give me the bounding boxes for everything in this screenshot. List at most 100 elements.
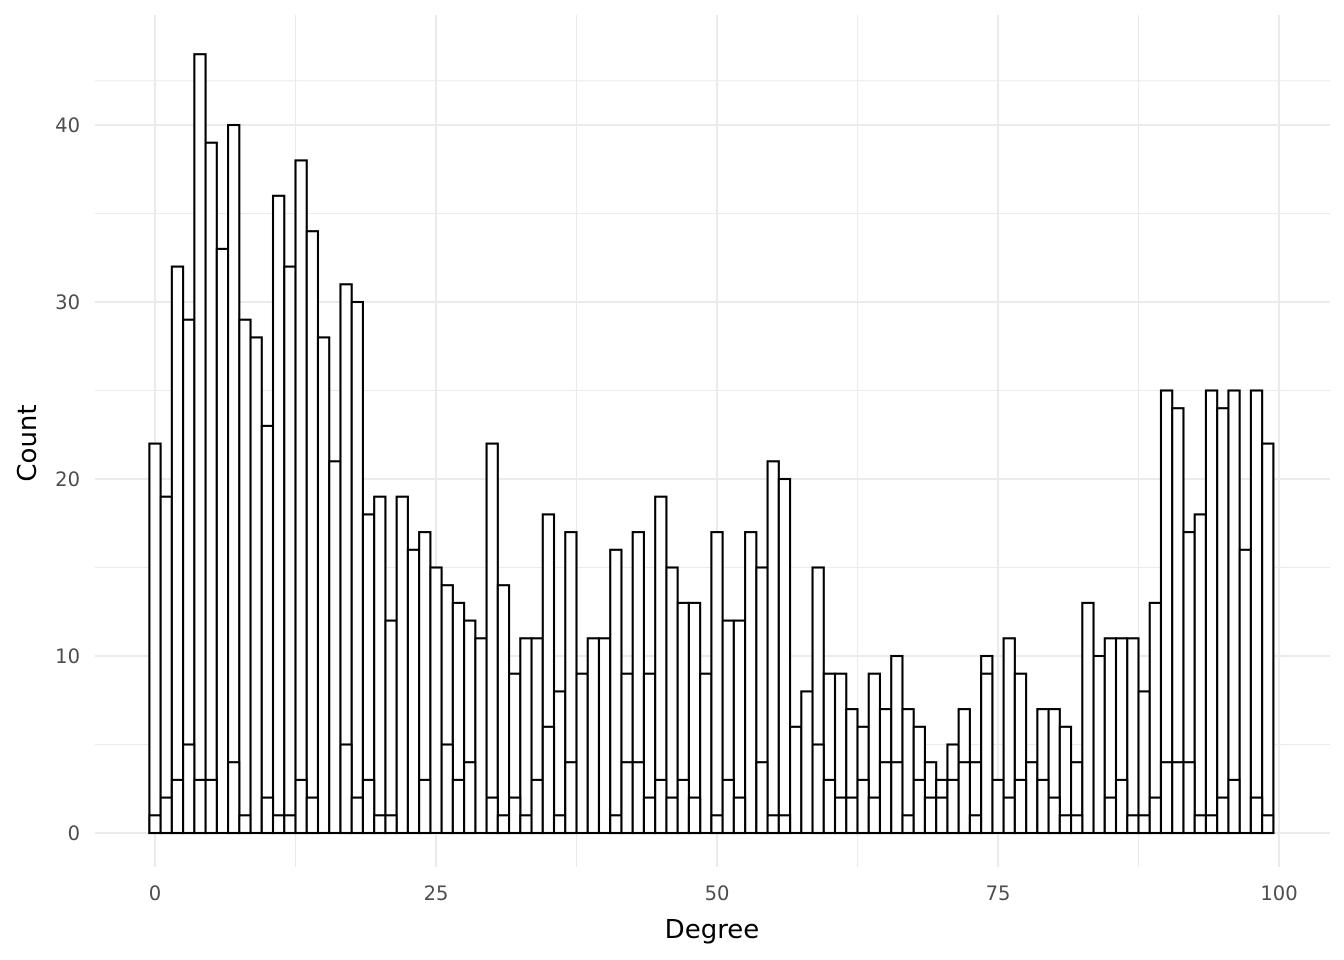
- bar-series-2-bin-36: [552, 814, 567, 835]
- bar-series-1-bin-21: [384, 619, 398, 835]
- bar-series-2-bin-92: [1182, 761, 1196, 835]
- bar-series-1-bin-15: [316, 336, 331, 835]
- bar-series-1-bin-20: [373, 495, 387, 835]
- bar-series-2-bin-43: [631, 761, 645, 835]
- bar-series-2-bin-88: [1137, 814, 1151, 835]
- bar-series-2-bin-94: [1204, 814, 1219, 835]
- bar-series-2-bin-28: [463, 761, 477, 835]
- bar-series-2-bin-68: [912, 778, 926, 835]
- bar-series-2-bin-1: [159, 796, 173, 835]
- bar-series-2-bin-47: [676, 778, 690, 835]
- bar-series-2-bin-7: [227, 761, 241, 835]
- bar-series-2-bin-8: [238, 814, 252, 835]
- bar-series-2-bin-10: [260, 796, 275, 835]
- bar-series-2-bin-86: [1114, 778, 1129, 835]
- bar-series-2-bin-35: [541, 725, 556, 835]
- bar-series-2-bin-12: [283, 814, 297, 835]
- bar-series-2-bin-69: [923, 796, 938, 835]
- bar-series-1-bin-95: [1216, 407, 1230, 835]
- bar-series-1-bin-97: [1238, 548, 1252, 835]
- bar-series-2-bin-72: [957, 761, 971, 835]
- bar-series-1-bin-16: [328, 460, 342, 835]
- bar-series-1-bin-88: [1137, 690, 1151, 835]
- y-axis-title: Count: [13, 404, 43, 481]
- bar-series-2-bin-66: [890, 761, 904, 835]
- y-tick-label: 30: [55, 291, 80, 314]
- bar-series-1-bin-5: [204, 141, 218, 835]
- bar-series-1-bin-13: [294, 159, 308, 835]
- bar-series-2-bin-37: [564, 761, 578, 835]
- bar-series-2-bin-30: [485, 796, 499, 835]
- bar-series-2-bin-24: [418, 778, 432, 835]
- bar-series-1-bin-58: [800, 690, 814, 835]
- bar-series-1-bin-12: [283, 265, 297, 835]
- bar-series-2-bin-11: [271, 814, 286, 835]
- y-tick-label: 0: [68, 822, 80, 845]
- bar-series-2-bin-41: [609, 814, 623, 835]
- bar-series-1-bin-2: [170, 265, 185, 835]
- bar-series-2-bin-19: [361, 778, 376, 835]
- bar-series-2-bin-82: [1070, 814, 1084, 835]
- bar-series-2-bin-77: [1013, 778, 1028, 835]
- bars: [148, 53, 1275, 835]
- bar-series-2-bin-13: [294, 778, 308, 835]
- bar-series-1-bin-49: [699, 672, 713, 835]
- bar-series-1-bin-38: [575, 672, 589, 835]
- y-tick-label: 40: [55, 114, 80, 137]
- x-tick-label: 75: [986, 882, 1011, 905]
- bar-series-1-bin-78: [1025, 761, 1039, 835]
- bar-series-1-bin-0: [148, 442, 162, 835]
- bar-series-2-bin-93: [1193, 814, 1207, 835]
- bar-series-1-bin-9: [249, 336, 263, 835]
- bar-series-2-bin-90: [1159, 761, 1174, 835]
- bar-series-2-bin-74: [980, 672, 994, 835]
- bar-series-2-bin-34: [530, 778, 544, 835]
- bar-series-2-bin-96: [1227, 778, 1241, 835]
- bar-series-2-bin-45: [654, 778, 668, 835]
- bar-series-2-bin-62: [845, 796, 859, 835]
- y-tick-label: 10: [55, 645, 80, 668]
- x-axis-title: Degree: [665, 915, 760, 945]
- bar-series-1-bin-46: [665, 566, 679, 835]
- bar-series-1-bin-93: [1193, 513, 1207, 835]
- bar-series-1-bin-87: [1126, 637, 1140, 835]
- y-tick-labels: 0 10 20 30 40: [55, 114, 80, 845]
- bar-series-1-bin-55: [766, 460, 780, 835]
- bar-series-1-bin-96: [1227, 389, 1241, 835]
- bar-series-2-bin-44: [642, 796, 657, 835]
- bar-series-2-bin-98: [1249, 796, 1264, 835]
- bar-series-2-bin-91: [1171, 761, 1185, 835]
- bar-series-2-bin-87: [1126, 814, 1140, 835]
- bar-series-1-bin-31: [496, 584, 511, 835]
- bar-series-1-bin-36: [552, 690, 567, 835]
- bar-series-1-bin-53: [744, 531, 758, 835]
- bar-series-2-bin-46: [665, 796, 679, 835]
- bar-series-2-bin-0: [148, 814, 162, 835]
- bar-series-2-bin-52: [732, 796, 747, 835]
- bar-series-2-bin-80: [1047, 796, 1061, 835]
- bar-series-2-bin-70: [935, 796, 949, 835]
- bar-series-1-bin-10: [260, 424, 275, 835]
- bar-series-2-bin-42: [620, 761, 634, 835]
- bar-series-2-bin-81: [1058, 814, 1073, 835]
- bar-series-1-bin-25: [429, 566, 443, 835]
- bar-series-2-bin-73: [968, 814, 983, 835]
- bar-series-1-bin-41: [609, 548, 623, 835]
- bar-series-1-bin-94: [1204, 389, 1219, 835]
- bar-series-2-bin-56: [777, 814, 792, 835]
- y-tick-label: 20: [55, 468, 80, 491]
- bar-series-2-bin-26: [440, 743, 454, 835]
- bar-series-2-bin-59: [811, 743, 825, 835]
- bar-series-2-bin-63: [856, 778, 870, 835]
- x-tick-label: 0: [149, 882, 161, 905]
- bar-series-1-bin-8: [238, 318, 252, 835]
- bar-series-2-bin-21: [384, 814, 398, 835]
- bar-series-1-bin-30: [485, 442, 499, 835]
- bar-series-2-bin-79: [1036, 778, 1050, 835]
- bar-series-1-bin-4: [193, 53, 207, 835]
- bar-series-2-bin-99: [1261, 814, 1275, 835]
- bar-series-2-bin-89: [1148, 796, 1163, 835]
- bar-series-1-bin-6: [215, 247, 230, 835]
- bar-series-1-bin-22: [395, 495, 409, 835]
